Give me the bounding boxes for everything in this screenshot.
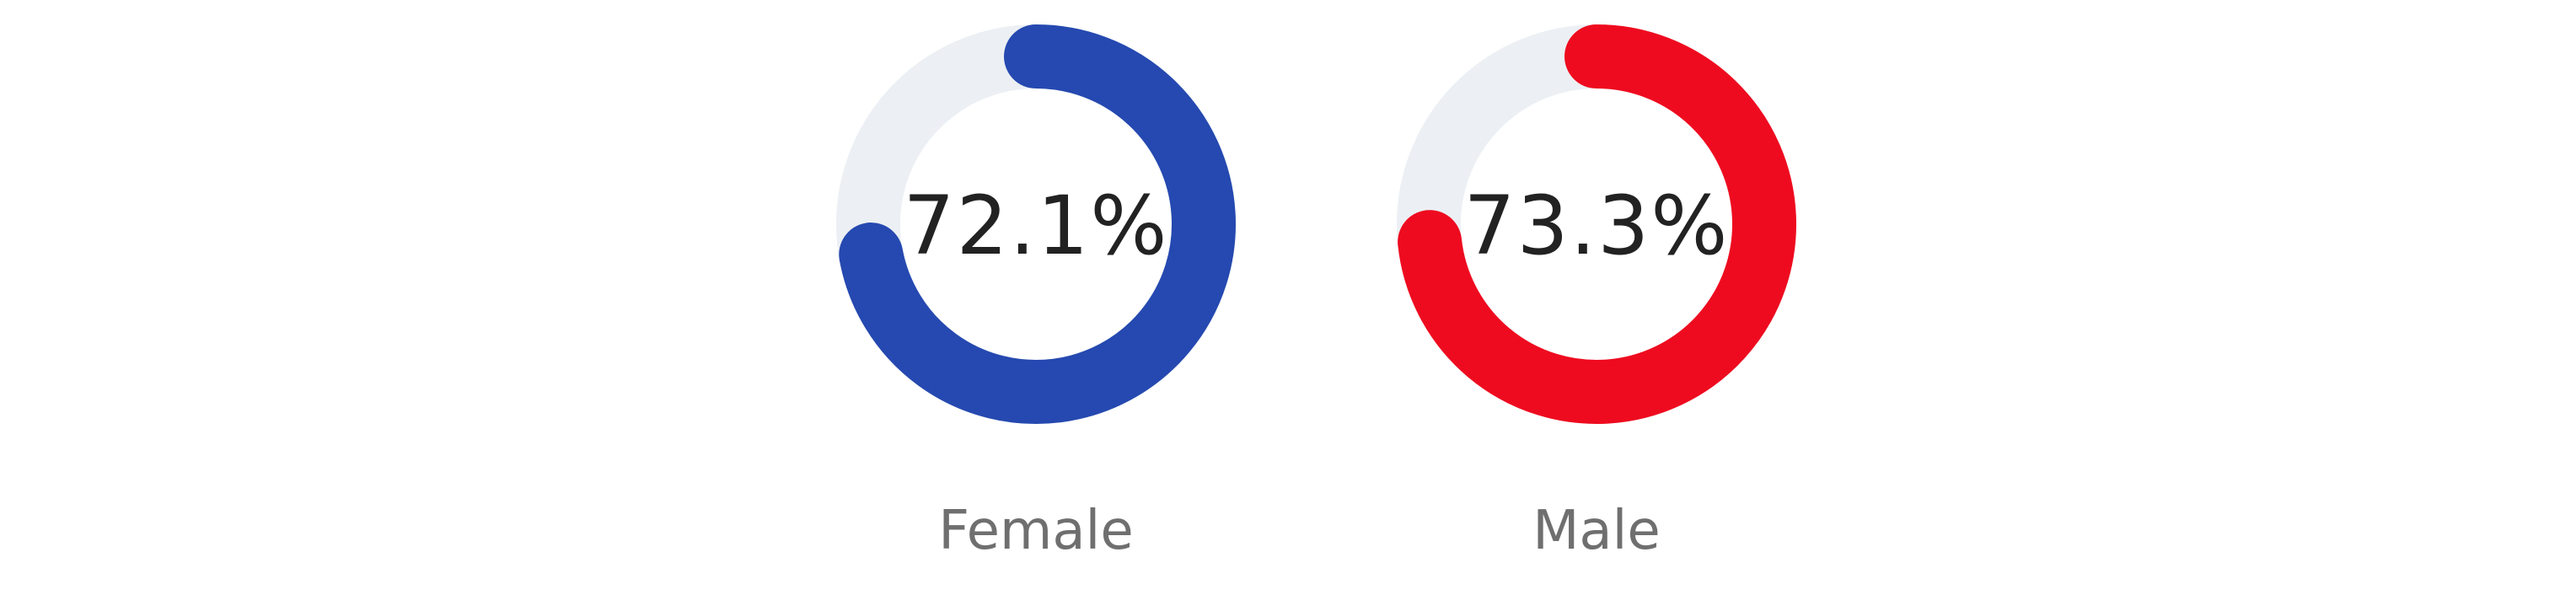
female-donut-arc xyxy=(839,24,1236,424)
male-donut-graphic xyxy=(1397,24,1796,424)
male-category-label: Male xyxy=(1532,500,1661,562)
female-category-label: Female xyxy=(938,500,1134,562)
male-value-label: 73.3% xyxy=(1463,179,1730,273)
female-value-label: 72.1% xyxy=(903,179,1169,273)
male-donut-chart: 73.3% Male xyxy=(1344,0,1849,595)
male-donut-arc xyxy=(1398,24,1796,424)
female-donut-chart: 72.1% Female xyxy=(783,0,1289,595)
female-donut-graphic xyxy=(836,24,1236,424)
